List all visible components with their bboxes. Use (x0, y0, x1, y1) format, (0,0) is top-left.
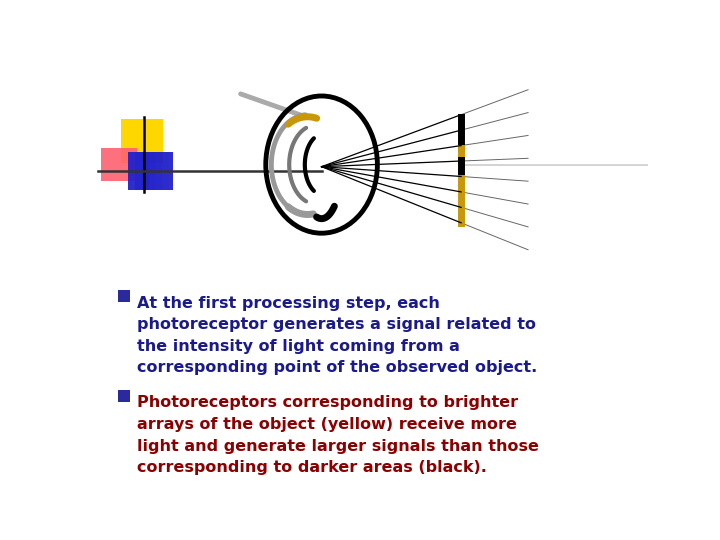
Bar (118, 290, 130, 302)
Bar (161, 152, 176, 190)
Bar (121, 119, 163, 163)
Text: Photoreceptors corresponding to brighter
arrays of the object (yellow) receive m: Photoreceptors corresponding to brighter… (138, 395, 539, 475)
Bar (118, 390, 130, 402)
Bar (148, 152, 162, 190)
Bar (101, 148, 138, 181)
Bar (155, 152, 168, 190)
Bar (135, 152, 148, 190)
Bar (141, 152, 156, 190)
Bar (128, 152, 173, 190)
Text: At the first processing step, each
photoreceptor generates a signal related to
t: At the first processing step, each photo… (138, 295, 538, 375)
